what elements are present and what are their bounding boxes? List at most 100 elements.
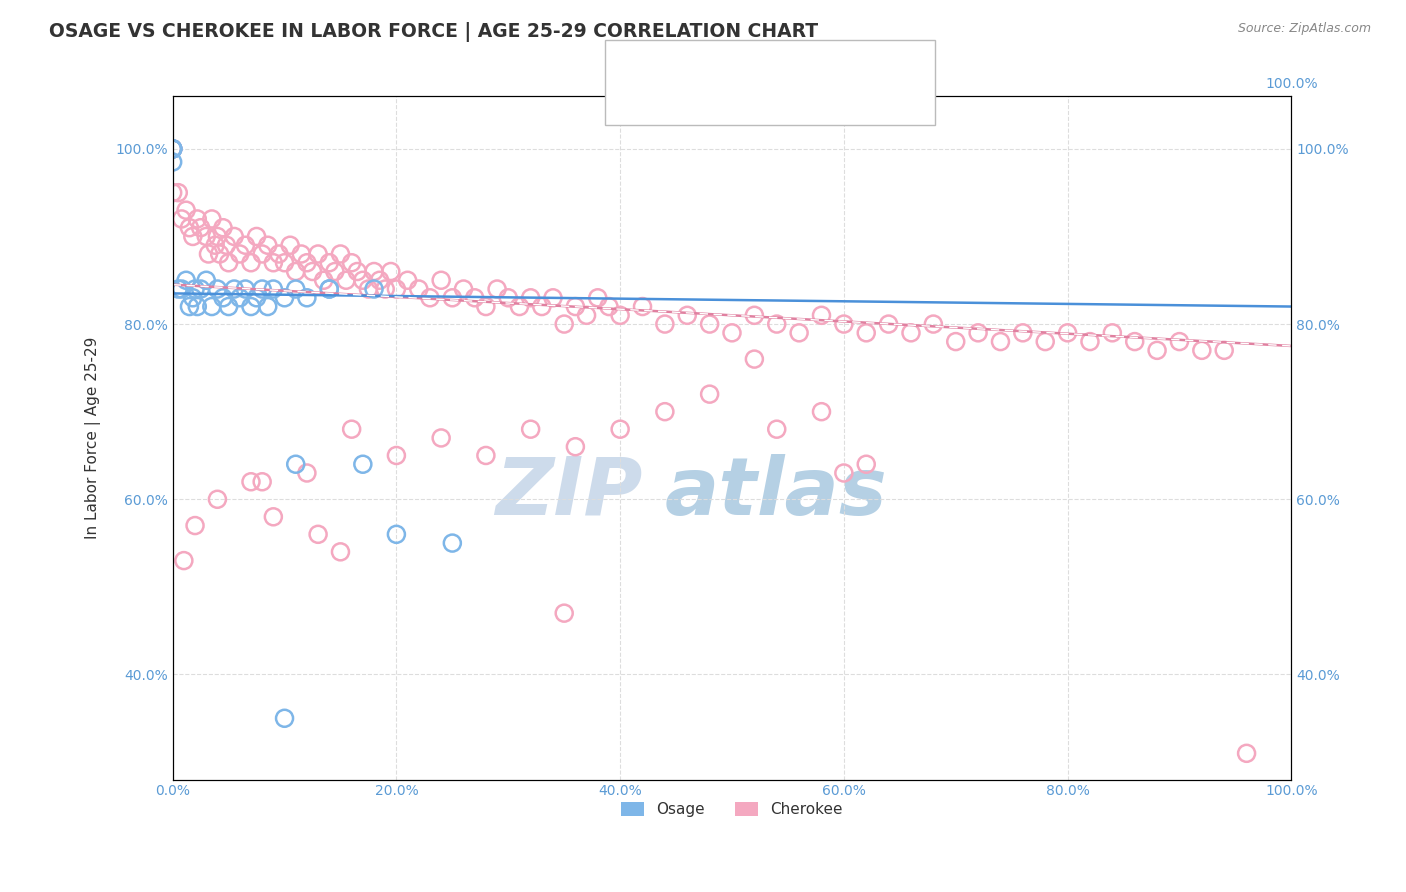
Point xyxy=(273,256,295,270)
Point xyxy=(352,273,374,287)
Point xyxy=(340,422,363,436)
Point xyxy=(575,308,598,322)
Text: 121: 121 xyxy=(821,91,851,105)
Point xyxy=(631,300,654,314)
Point xyxy=(832,466,855,480)
Point xyxy=(586,291,609,305)
Point xyxy=(323,264,346,278)
Point xyxy=(170,211,193,226)
Point xyxy=(262,256,284,270)
Point xyxy=(307,527,329,541)
Point xyxy=(162,142,184,156)
Point xyxy=(519,422,541,436)
Point xyxy=(295,256,318,270)
Point xyxy=(508,300,530,314)
Point xyxy=(486,282,509,296)
Point xyxy=(208,247,231,261)
Point xyxy=(654,405,676,419)
Point xyxy=(167,282,190,296)
Point xyxy=(224,282,246,296)
Point xyxy=(564,300,586,314)
Point xyxy=(273,291,295,305)
Point xyxy=(195,229,218,244)
Point xyxy=(744,352,766,367)
Point xyxy=(318,282,340,296)
Text: -0.046: -0.046 xyxy=(702,91,751,105)
Point xyxy=(273,711,295,725)
Point xyxy=(922,317,945,331)
Point xyxy=(312,273,335,287)
Point xyxy=(475,449,498,463)
Point xyxy=(162,142,184,156)
Point xyxy=(256,238,278,252)
Point xyxy=(245,229,267,244)
Point xyxy=(430,431,453,445)
Point xyxy=(1056,326,1078,340)
Point xyxy=(609,422,631,436)
Legend: Osage, Cherokee: Osage, Cherokee xyxy=(614,796,849,823)
Text: ZIP: ZIP xyxy=(495,454,643,532)
Point xyxy=(170,282,193,296)
Point xyxy=(162,155,184,169)
Point xyxy=(218,256,240,270)
Point xyxy=(990,334,1012,349)
Point xyxy=(174,203,197,218)
Point xyxy=(240,300,263,314)
Point xyxy=(186,300,208,314)
Point xyxy=(346,264,368,278)
Point xyxy=(877,317,900,331)
Point xyxy=(787,326,810,340)
Point xyxy=(174,273,197,287)
Point xyxy=(598,300,620,314)
Point xyxy=(329,247,352,261)
Text: R =: R = xyxy=(662,91,692,105)
Point xyxy=(250,475,273,489)
Point xyxy=(441,536,464,550)
Point xyxy=(162,142,184,156)
Point xyxy=(201,300,224,314)
Point xyxy=(256,300,278,314)
Point xyxy=(190,220,212,235)
Point xyxy=(609,308,631,322)
Point xyxy=(173,553,195,567)
Point xyxy=(207,229,229,244)
Point xyxy=(765,422,787,436)
Point xyxy=(179,300,201,314)
Point xyxy=(363,282,385,296)
Point xyxy=(240,475,263,489)
Point xyxy=(245,291,267,305)
Text: Source: ZipAtlas.com: Source: ZipAtlas.com xyxy=(1237,22,1371,36)
Point xyxy=(553,317,575,331)
Point xyxy=(810,308,832,322)
Point xyxy=(419,291,441,305)
Point xyxy=(284,282,307,296)
Point xyxy=(318,256,340,270)
Point xyxy=(430,273,453,287)
Point xyxy=(352,457,374,471)
Point xyxy=(564,440,586,454)
Point xyxy=(541,291,564,305)
Point xyxy=(1191,343,1213,358)
Point xyxy=(186,211,208,226)
Point xyxy=(224,229,246,244)
Point xyxy=(385,527,408,541)
Point xyxy=(201,211,224,226)
Point xyxy=(250,282,273,296)
Point xyxy=(1213,343,1236,358)
Point xyxy=(235,282,257,296)
Point xyxy=(335,273,357,287)
Point xyxy=(396,273,419,287)
Point xyxy=(1033,334,1056,349)
Point xyxy=(284,264,307,278)
Point xyxy=(301,264,323,278)
Point xyxy=(385,449,408,463)
Point xyxy=(212,220,235,235)
Point xyxy=(195,273,218,287)
Point xyxy=(229,291,252,305)
Point xyxy=(278,238,301,252)
Point xyxy=(900,326,922,340)
Point xyxy=(945,334,967,349)
Point xyxy=(453,282,475,296)
Point xyxy=(262,509,284,524)
Point xyxy=(530,300,553,314)
